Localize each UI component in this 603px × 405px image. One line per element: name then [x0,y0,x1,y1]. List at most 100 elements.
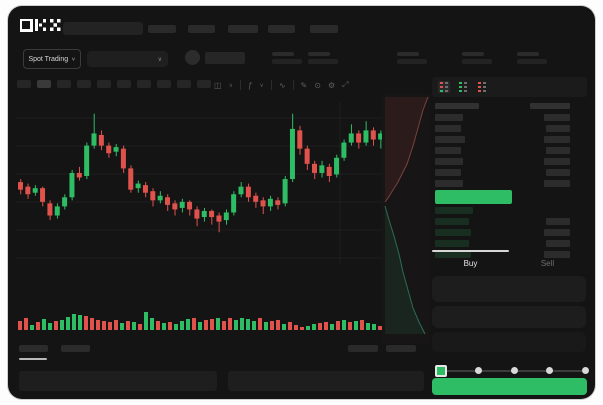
depth-chart [382,94,430,344]
timeframe-button[interactable] [137,80,151,88]
timeframe-button[interactable] [197,80,211,88]
timeframe-button[interactable] [37,80,51,88]
orderbook-row[interactable] [432,123,587,134]
indicator-icon[interactable]: ƒ [247,80,253,90]
book-asks-icon[interactable] [476,81,488,93]
timeframe-button[interactable] [97,80,111,88]
toolbar-divider [270,80,272,90]
orderbook-price-placeholder [435,158,463,165]
orderbook-mode-strip [432,77,587,97]
gear-icon[interactable]: ⚙ [327,80,336,90]
amount-slider[interactable] [435,364,589,378]
toolbar-divider [292,80,294,90]
timeframe-button[interactable] [17,80,31,88]
timeframe-button[interactable] [77,80,91,88]
orderbook-price-placeholder [435,114,463,121]
last-price-placeholder [205,52,245,64]
tab-buy[interactable]: Buy [432,250,509,276]
orderbook-row[interactable] [432,216,587,227]
pair-select-dropdown[interactable]: ∨ [87,51,168,67]
orderbook-amount-placeholder [544,136,570,143]
draw-icon[interactable]: ✎ [300,80,308,90]
ticker-stat-label [272,52,294,56]
slider-stop-dot[interactable] [546,367,554,374]
nav-item[interactable] [188,25,215,33]
chart-tools: ◫ ∨ ƒ ∨ ∿ ✎ ⊙ ⚙ ⤢ [214,77,349,93]
orderbook-row[interactable] [432,145,587,156]
timeframe-button[interactable] [177,80,191,88]
bottom-tab[interactable] [61,345,90,352]
orderbook-price-placeholder [435,103,479,109]
orderbook-amount-placeholder [544,158,570,165]
slider-stop-dot[interactable] [582,367,589,374]
tab-sell[interactable]: Sell [509,250,586,276]
orderbook-row[interactable] [432,156,587,167]
orderbook-price-placeholder [435,125,461,132]
timeframe-button[interactable] [157,80,171,88]
candle-style-icon[interactable]: ◫ [214,80,222,90]
orderbook-price-placeholder [435,251,471,258]
slider-handle[interactable] [435,365,447,377]
total-field[interactable] [432,332,586,352]
slider-stop-dot[interactable] [510,367,518,374]
book-both-icon[interactable] [438,81,450,93]
coin-avatar [185,50,200,65]
orderbook-amount-placeholder [546,218,570,225]
nav-item[interactable] [228,25,258,33]
orderbook-row[interactable] [432,178,587,189]
book-bids-icon[interactable] [457,81,469,93]
bottom-right-button[interactable] [386,345,416,352]
timeframe-row [17,80,211,90]
orderbook-row[interactable] [432,205,587,216]
side-tabs: Buy Sell [432,250,586,276]
orderbook-row[interactable] [432,134,587,145]
search-input[interactable] [63,22,143,35]
orderbook-amount-placeholder [530,103,570,109]
ticker-stat-value [517,59,547,64]
chevron-down-icon[interactable]: ∨ [259,82,264,89]
orderbook-price-placeholder [435,229,471,236]
orderbook-price-placeholder [435,147,461,154]
bottom-active-tab-underline [19,358,47,360]
camera-icon[interactable]: ⊙ [314,80,321,90]
bottom-panel [228,371,424,391]
amount-input[interactable] [432,306,586,328]
timeframe-button[interactable] [117,80,131,88]
expand-icon[interactable]: ⤢ [342,80,349,89]
orderbook-row[interactable] [432,100,587,112]
orderbook-row[interactable] [432,249,587,260]
bottom-right-button[interactable] [348,345,378,352]
active-tab-indicator [432,250,509,252]
orderbook-row[interactable] [432,227,587,238]
orderbook-price-placeholder [435,207,473,214]
buy-submit-button[interactable] [432,378,587,395]
nav-item[interactable] [268,25,295,33]
wave-icon[interactable]: ∿ [278,80,286,90]
slider-stop-dot[interactable] [474,367,482,374]
price-input[interactable] [432,276,586,302]
orderbook-row[interactable] [432,112,587,123]
ticker-stat-label [397,52,419,56]
trading-mode-dropdown[interactable]: Spot Trading ∨ [23,49,81,69]
orderbook-amount-placeholder [546,169,570,176]
toolbar-divider [239,80,241,90]
chevron-down-icon[interactable]: ∨ [228,82,233,89]
orderbook-amount-placeholder [546,147,570,154]
ticker-stat-value [308,59,338,64]
chevron-down-icon: ∨ [71,57,76,62]
orderbook-row[interactable] [432,167,587,178]
orderbook-row[interactable] [432,238,587,249]
nav-item[interactable] [310,25,338,33]
nav-item[interactable] [148,25,176,33]
chevron-down-icon: ∨ [157,56,162,63]
orderbook-amount-placeholder [544,180,570,187]
ticker-stat-label [517,52,539,56]
orderbook [432,100,587,260]
orderbook-price-placeholder [435,169,461,176]
timeframe-button[interactable] [57,80,71,88]
bottom-tab[interactable] [19,345,48,352]
bottom-panel [19,371,217,391]
buy-tab-label: Buy [463,258,478,268]
ticker-stat-label [462,52,484,56]
orderbook-amount-placeholder [544,229,570,236]
